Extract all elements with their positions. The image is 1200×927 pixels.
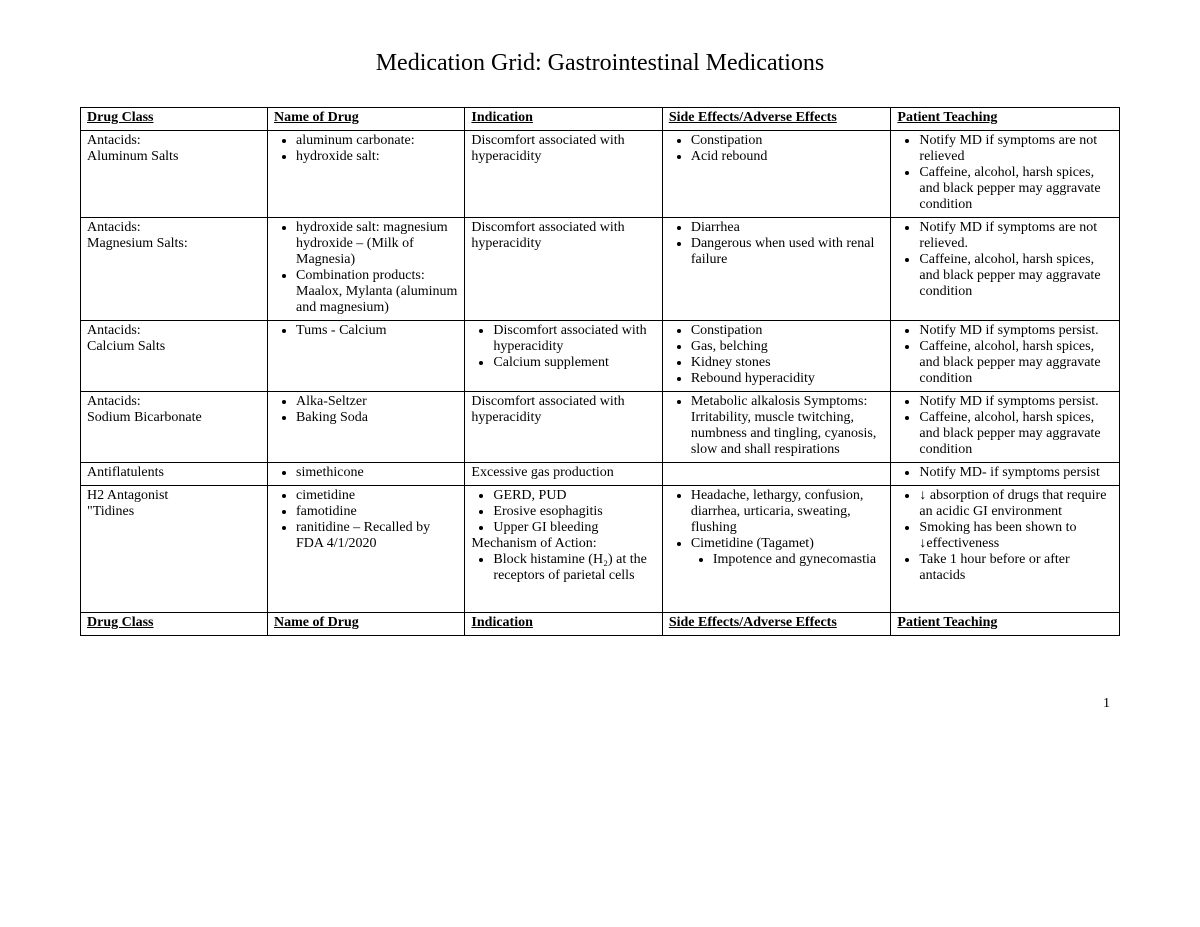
cell-drug-class: Antacids: Aluminum Salts (81, 131, 268, 218)
list-item: Notify MD if symptoms are not relieved (919, 133, 1113, 165)
cell-drug-class: Antacids: Magnesium Salts: (81, 218, 268, 321)
list-item: Acid rebound (691, 149, 885, 165)
table-body: Antacids: Aluminum Saltsaluminum carbona… (81, 131, 1120, 613)
cell-teaching: ↓ absorption of drugs that require an ac… (891, 486, 1120, 613)
col-header: Patient Teaching (891, 108, 1120, 131)
cell-side-effects: Metabolic alkalosis Symptoms: Irritabili… (662, 392, 891, 463)
indication-text: Excessive gas production (471, 465, 655, 481)
col-header: Name of Drug (268, 108, 465, 131)
col-footer: Drug Class (81, 613, 268, 636)
list-item: hydroxide salt: magnesium hydroxide – (M… (296, 220, 458, 268)
list-item: Headache, lethargy, confusion, diarrhea,… (691, 488, 885, 536)
list-item: aluminum carbonate: (296, 133, 458, 149)
list-item: Constipation (691, 133, 885, 149)
list-item: Caffeine, alcohol, harsh spices, and bla… (919, 165, 1113, 213)
col-header: Side Effects/Adverse Effects (662, 108, 891, 131)
list-item: Caffeine, alcohol, harsh spices, and bla… (919, 252, 1113, 300)
table-row: Antacids: Aluminum Saltsaluminum carbona… (81, 131, 1120, 218)
list-item: Rebound hyperacidity (691, 371, 885, 387)
col-footer: Indication (465, 613, 662, 636)
cell-side-effects: DiarrheaDangerous when used with renal f… (662, 218, 891, 321)
cell-name: aluminum carbonate:hydroxide salt: (268, 131, 465, 218)
table-footer-row: Drug Class Name of Drug Indication Side … (81, 613, 1120, 636)
table-row: Antiflatulents simethicone Excessive gas p… (81, 463, 1120, 486)
cell-teaching: Notify MD if symptoms persist.Caffeine, … (891, 321, 1120, 392)
list-item: Cimetidine (Tagamet)Impotence and gyneco… (691, 536, 885, 568)
list-item: simethicone (296, 465, 458, 481)
list-item: Kidney stones (691, 355, 885, 371)
table-row: Antacids: Magnesium Salts: hydroxide salt… (81, 218, 1120, 321)
list-item: Gas, belching (691, 339, 885, 355)
cell-teaching: Notify MD if symptoms persist.Caffeine, … (891, 392, 1120, 463)
medication-grid-table: Drug Class Name of Drug Indication Side … (80, 107, 1120, 636)
col-header: Indication (465, 108, 662, 131)
list-item: Notify MD- if symptoms persist (919, 465, 1113, 481)
col-header: Drug Class (81, 108, 268, 131)
list-item: cimetidine (296, 488, 458, 504)
indication-text: Discomfort associated with hyperacidity (471, 394, 655, 426)
list-item: Combination products: Maalox, Mylanta (a… (296, 268, 458, 316)
list-item: Take 1 hour before or after antacids (919, 552, 1113, 584)
list-item: Smoking has been shown to ↓effectiveness (919, 520, 1113, 552)
list-item: Dangerous when used with renal failure (691, 236, 885, 268)
list-item: Alka-Seltzer (296, 394, 458, 410)
list-item: Block histamine (H₂) at the receptors of… (493, 552, 655, 584)
cell-indication: Discomfort associated with hyperacidity (465, 392, 662, 463)
list-item: ↓ absorption of drugs that require an ac… (919, 488, 1113, 520)
cell-side-effects: ConstipationAcid rebound (662, 131, 891, 218)
table-row: Antacids: Sodium BicarbonateAlka-Seltzer… (81, 392, 1120, 463)
cell-drug-class: Antacids: Sodium Bicarbonate (81, 392, 268, 463)
table-row: Antacids: Calcium Salts Tums - Calcium Dis… (81, 321, 1120, 392)
cell-teaching: Notify MD if symptoms are not relieved.C… (891, 218, 1120, 321)
list-item: Impotence and gynecomastia (713, 552, 885, 568)
cell-indication: Discomfort associated with hyperacidityC… (465, 321, 662, 392)
col-footer: Name of Drug (268, 613, 465, 636)
list-item: ranitidine – Recalled by FDA 4/1/2020 (296, 520, 458, 552)
cell-drug-class: H2 Antagonist "Tidines (81, 486, 268, 613)
list-item: Diarrhea (691, 220, 885, 236)
cell-name: cimetidinefamotidineranitidine – Recalle… (268, 486, 465, 613)
list-item: Constipation (691, 323, 885, 339)
col-footer: Side Effects/Adverse Effects (662, 613, 891, 636)
cell-teaching: Notify MD if symptoms are not relievedCa… (891, 131, 1120, 218)
cell-side-effects: ConstipationGas, belchingKidney stonesRe… (662, 321, 891, 392)
cell-drug-class: Antiflatulents (81, 463, 268, 486)
indication-subhead: Mechanism of Action: (471, 536, 655, 552)
list-item: Erosive esophagitis (493, 504, 655, 520)
cell-indication: Discomfort associated with hyperacidity (465, 131, 662, 218)
indication-text: Discomfort associated with hyperacidity (471, 220, 655, 252)
cell-name: hydroxide salt: magnesium hydroxide – (M… (268, 218, 465, 321)
list-item: Caffeine, alcohol, harsh spices, and bla… (919, 410, 1113, 458)
indication-text: Discomfort associated with hyperacidity (471, 133, 655, 165)
list-item: Discomfort associated with hyperacidity (493, 323, 655, 355)
cell-indication: GERD, PUDErosive esophagitisUpper GI ble… (465, 486, 662, 613)
cell-name: Tums - Calcium (268, 321, 465, 392)
cell-teaching: Notify MD- if symptoms persist (891, 463, 1120, 486)
table-header-row: Drug Class Name of Drug Indication Side … (81, 108, 1120, 131)
page-title: Medication Grid: Gastrointestinal Medica… (80, 50, 1120, 77)
cell-name: Alka-SeltzerBaking Soda (268, 392, 465, 463)
list-item: Baking Soda (296, 410, 458, 426)
list-item: GERD, PUD (493, 488, 655, 504)
list-item: Metabolic alkalosis Symptoms: Irritabili… (691, 394, 885, 458)
col-footer: Patient Teaching (891, 613, 1120, 636)
cell-side-effects (662, 463, 891, 486)
cell-name: simethicone (268, 463, 465, 486)
list-item: Caffeine, alcohol, harsh spices, and bla… (919, 339, 1113, 387)
table-row: H2 Antagonist "Tidinescimetidinefamotidi… (81, 486, 1120, 613)
list-item: Tums - Calcium (296, 323, 458, 339)
list-item: Upper GI bleeding (493, 520, 655, 536)
list-item: Notify MD if symptoms persist. (919, 323, 1113, 339)
list-item: hydroxide salt: (296, 149, 458, 165)
list-item: Notify MD if symptoms persist. (919, 394, 1113, 410)
list-item: Calcium supplement (493, 355, 655, 371)
list-item: famotidine (296, 504, 458, 520)
cell-side-effects: Headache, lethargy, confusion, diarrhea,… (662, 486, 891, 613)
cell-indication: Excessive gas production (465, 463, 662, 486)
cell-indication: Discomfort associated with hyperacidity (465, 218, 662, 321)
list-item: Notify MD if symptoms are not relieved. (919, 220, 1113, 252)
cell-drug-class: Antacids: Calcium Salts (81, 321, 268, 392)
page-number: 1 (80, 696, 1120, 712)
